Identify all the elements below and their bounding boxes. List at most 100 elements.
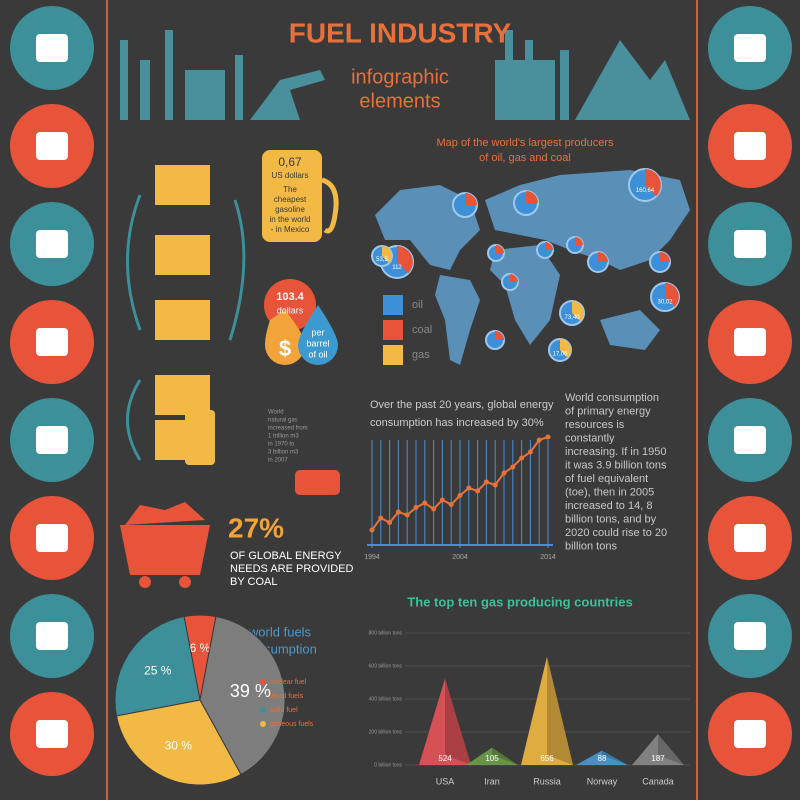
chimney xyxy=(120,40,128,120)
paragraph: of fuel equivalent xyxy=(565,473,648,485)
x-tick-label: 2014 xyxy=(540,554,556,561)
point xyxy=(475,488,481,494)
gasoline-note: in the world xyxy=(270,215,311,224)
bubble-label: 73,40 xyxy=(564,315,580,321)
gas-note: increased from xyxy=(268,426,308,432)
bubble-wedge xyxy=(598,252,608,262)
gas-note: 1 trillion m3 xyxy=(268,434,299,440)
value-label: 187 xyxy=(651,754,665,763)
map-title: of oil, gas and coal xyxy=(479,152,571,164)
x-tick-label: 1994 xyxy=(364,554,380,561)
gasoline-price: 0,67 xyxy=(278,155,302,169)
factory-right xyxy=(495,30,690,120)
bubble-wedge xyxy=(645,169,661,197)
wheel xyxy=(139,576,151,588)
bar xyxy=(466,747,518,765)
paragraph: of primary energy xyxy=(565,405,651,417)
pie-label: 6 % xyxy=(190,641,211,655)
chimney xyxy=(560,50,569,120)
icon-glyph xyxy=(36,328,68,356)
bubble-wedge xyxy=(660,252,670,262)
wheel xyxy=(179,576,191,588)
paragraph: 2020 could rise to 20 xyxy=(565,527,667,539)
point xyxy=(395,509,401,515)
factory-left xyxy=(120,30,325,120)
gas-note: in 1970 to xyxy=(268,442,295,448)
gasoline-note: gasoline xyxy=(275,205,305,214)
icon-glyph xyxy=(734,426,766,454)
note: consumption has increased by 30% xyxy=(370,417,544,429)
coal-text: OF GLOBAL ENERGY xyxy=(230,550,342,562)
value-label: 105 xyxy=(485,754,499,763)
icon-glyph xyxy=(734,328,766,356)
point xyxy=(448,502,454,507)
note: Over the past 20 years, global energy xyxy=(370,399,554,411)
bar xyxy=(576,750,628,765)
legend-swatch xyxy=(383,345,403,365)
bar-shade xyxy=(445,678,471,765)
icon-glyph xyxy=(734,34,766,62)
icon-glyph xyxy=(36,132,68,160)
gas-note: 3 billion m3 xyxy=(268,450,299,456)
bar-shade xyxy=(547,656,573,765)
point xyxy=(501,470,507,476)
flow-icon xyxy=(155,165,210,205)
oil-unit: dollars xyxy=(277,305,304,315)
pie-label: 30 % xyxy=(165,738,193,752)
point xyxy=(492,482,498,488)
bubble-label: 30,02 xyxy=(657,299,673,305)
point xyxy=(545,434,551,440)
bubble-wedge xyxy=(665,283,679,307)
building xyxy=(185,70,225,120)
value-label: 88 xyxy=(598,754,607,763)
chart-title: world fuels xyxy=(248,624,312,639)
bubble-wedge xyxy=(495,331,504,340)
south-america xyxy=(435,275,480,365)
value-label: 524 xyxy=(438,754,452,763)
oil-per: barrel xyxy=(306,338,329,348)
legend-label: gas xyxy=(412,349,430,361)
gasoline-note: cheapest xyxy=(274,195,307,204)
valve xyxy=(295,470,340,495)
point xyxy=(387,520,393,525)
bar xyxy=(521,656,573,765)
icon-glyph xyxy=(36,720,68,748)
gasoline-note: The xyxy=(283,185,297,194)
chimney xyxy=(235,55,243,120)
icon-glyph xyxy=(734,524,766,552)
legend-swatch xyxy=(383,295,403,315)
legend-label: solid fuel xyxy=(270,707,298,714)
bubble-label: 53,5 xyxy=(376,257,388,263)
icon-glyph xyxy=(734,622,766,650)
icon-glyph xyxy=(36,34,68,62)
gasoline-unit: US dollars xyxy=(272,171,309,180)
x-tick-label: 2004 xyxy=(452,554,468,561)
y-tick-label: 400 billion tons xyxy=(369,696,403,702)
paragraph: constantly xyxy=(565,432,615,444)
point xyxy=(378,515,384,521)
bubble-wedge xyxy=(496,245,504,253)
bar-shade xyxy=(492,747,518,765)
point xyxy=(519,455,525,461)
title: FUEL INDUSTRY xyxy=(289,17,512,48)
paragraph: World consumption xyxy=(565,392,659,404)
icon-glyph xyxy=(36,524,68,552)
coal xyxy=(125,502,205,525)
bubble-wedge xyxy=(572,301,584,322)
legend-dot xyxy=(260,721,266,727)
point xyxy=(439,497,445,503)
bar xyxy=(632,734,684,765)
point xyxy=(510,464,516,470)
y-tick-label: 0 billion tons xyxy=(374,762,402,768)
flow-icon xyxy=(155,235,210,275)
point xyxy=(413,505,419,510)
chimney xyxy=(505,30,513,70)
y-tick-label: 600 billion tons xyxy=(369,663,403,669)
pie-slice xyxy=(115,699,242,786)
bar-shade xyxy=(658,734,684,765)
point xyxy=(431,506,437,512)
barrel-drop xyxy=(298,305,338,365)
